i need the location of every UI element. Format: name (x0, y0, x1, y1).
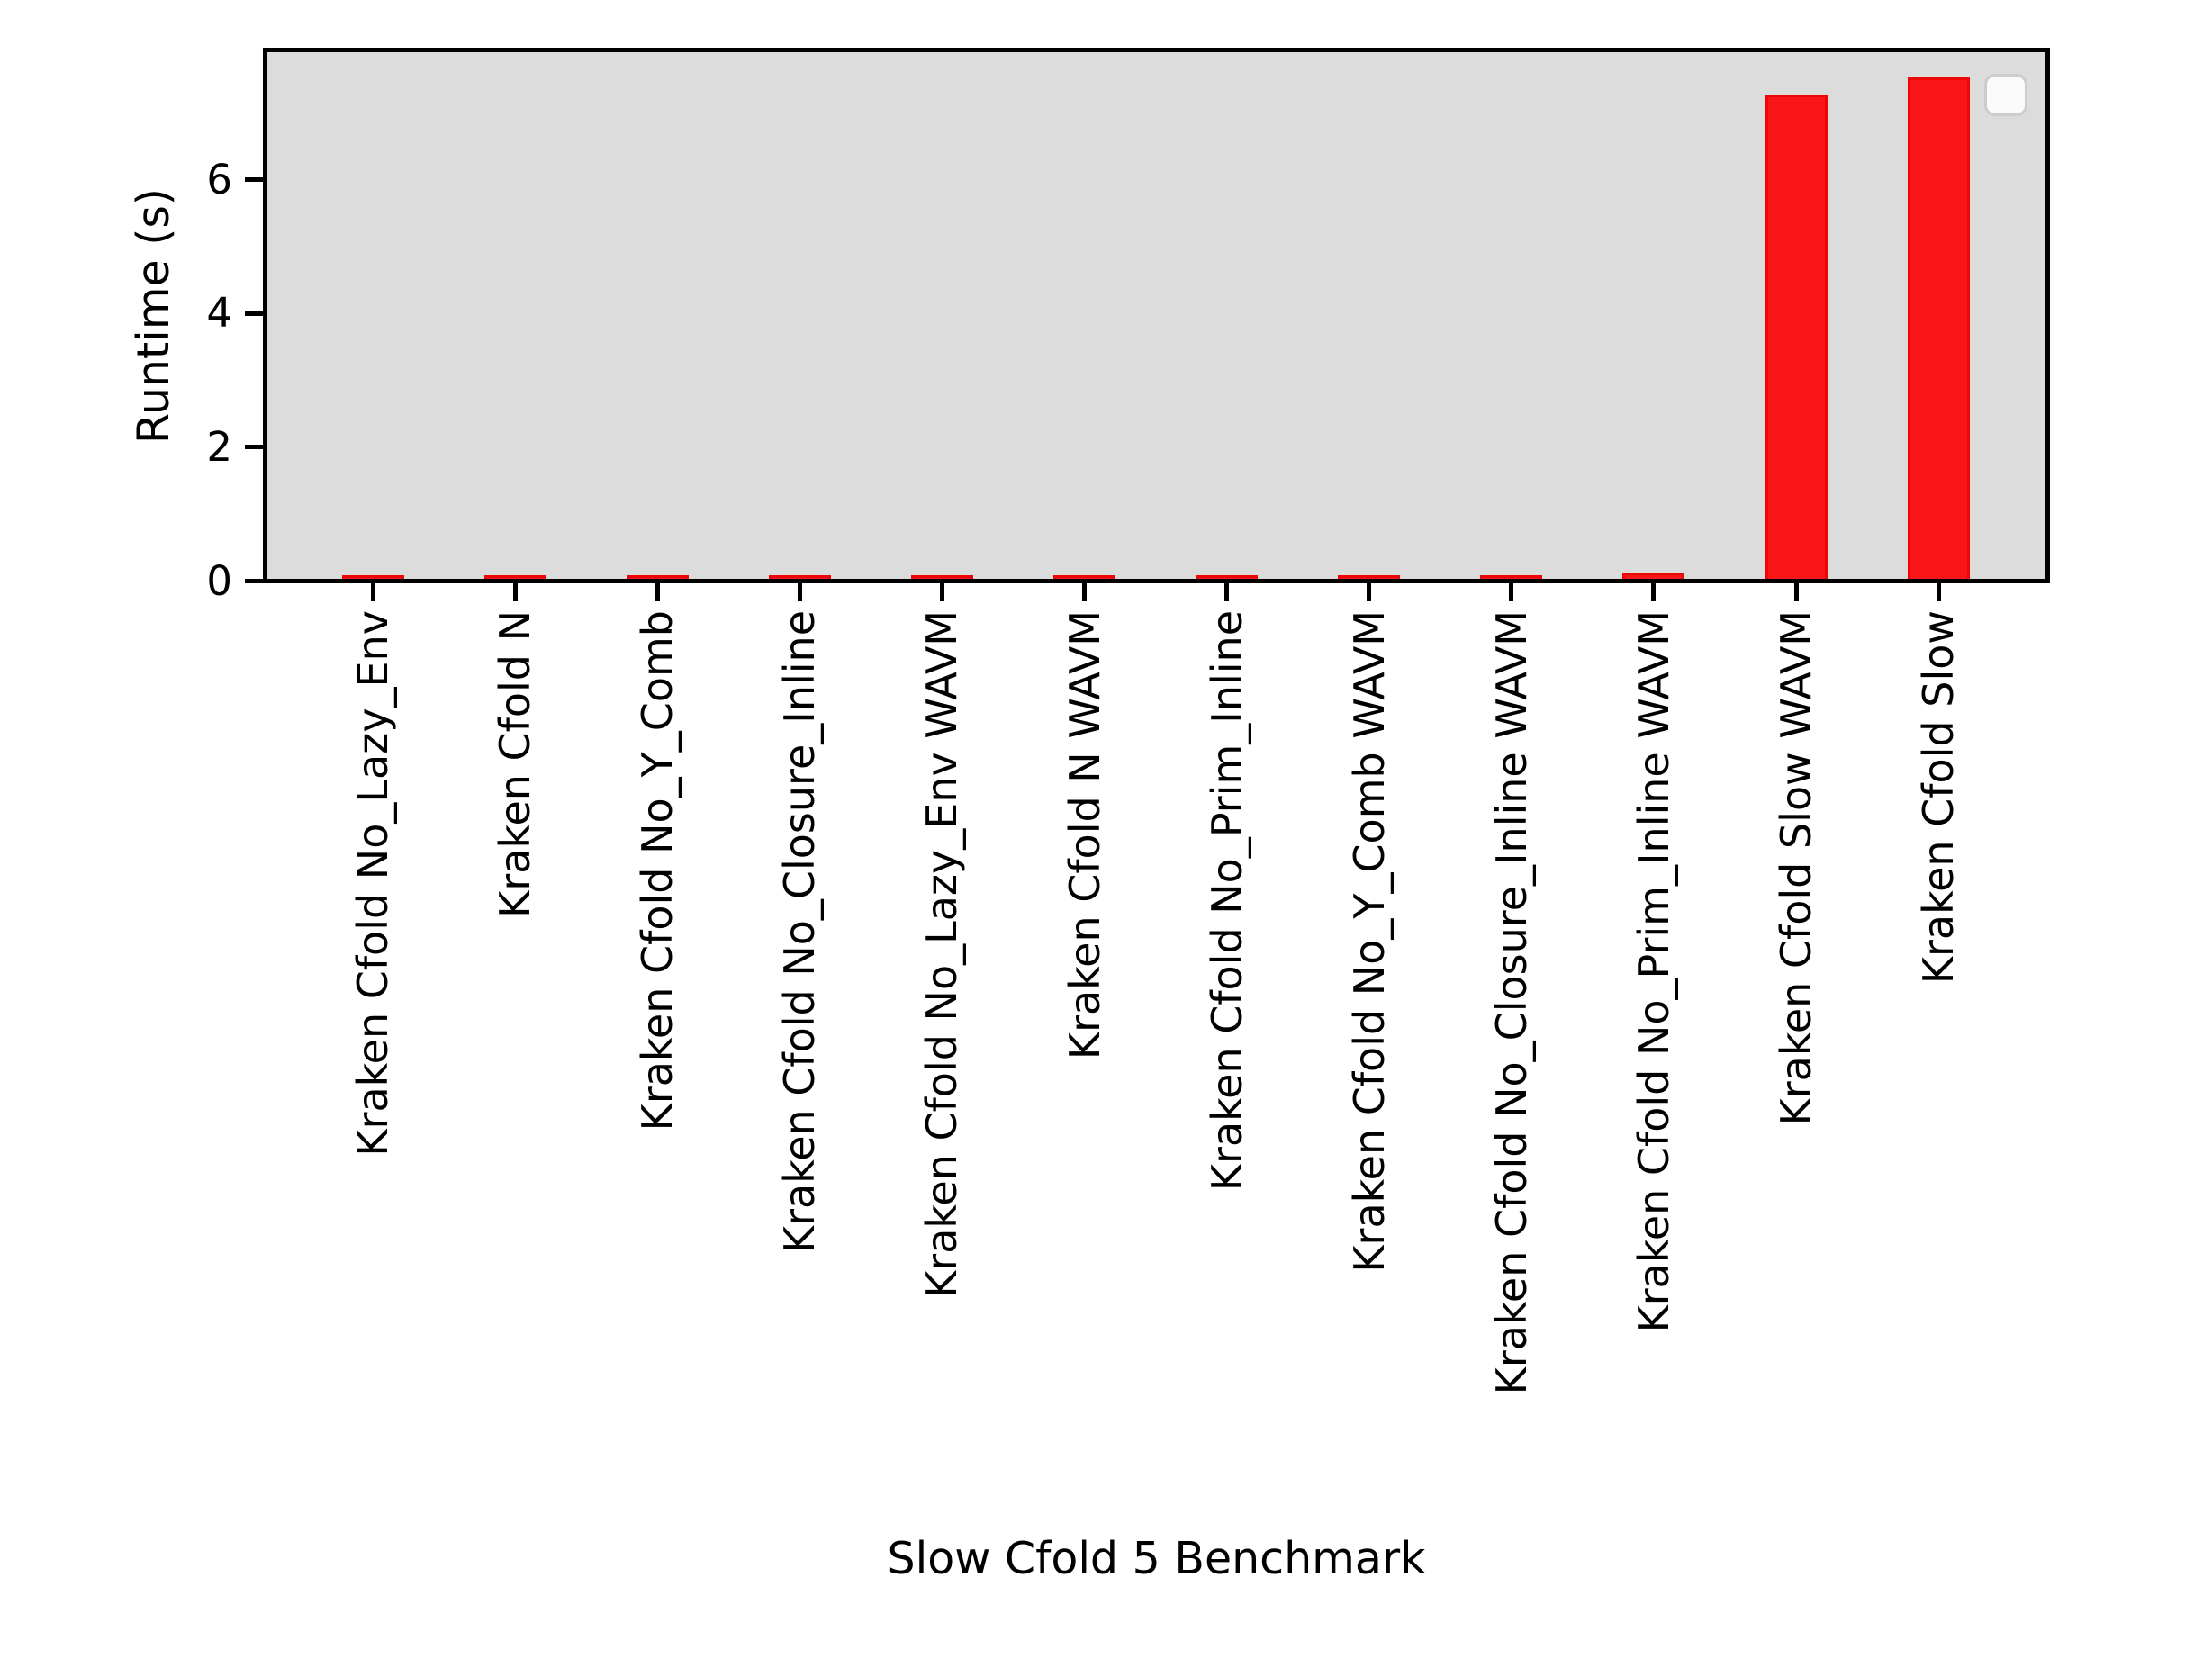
x-tick-label: Kraken Cfold Slow WAVM (1772, 610, 1820, 1126)
bar-6 (1053, 575, 1115, 579)
bar-10 (1622, 573, 1685, 579)
y-tick (245, 177, 263, 182)
x-tick (370, 583, 375, 601)
bar-11 (1765, 95, 1828, 579)
bar-1 (341, 575, 404, 579)
bar-12 (1907, 77, 1970, 579)
x-tick (655, 583, 660, 601)
x-tick-label: Kraken Cfold No_Y_Comb WAVM (1344, 610, 1394, 1273)
bar-9 (1480, 575, 1543, 579)
x-tick-label: Kraken Cfold No_Closure_Inline WAVM (1486, 610, 1536, 1395)
x-tick-label: Kraken Cfold Slow (1914, 610, 1964, 985)
x-tick-label: Kraken Cfold N (491, 610, 540, 918)
y-tick (245, 311, 263, 316)
bar-7 (1196, 575, 1259, 579)
bar-2 (483, 575, 546, 579)
y-tick-label: 4 (206, 289, 232, 338)
x-tick (797, 583, 802, 601)
x-tick-label: Kraken Cfold No_Closure_Inline (775, 610, 825, 1254)
legend-box (1984, 74, 2027, 116)
x-tick (1651, 583, 1657, 601)
x-tick-label: Kraken Cfold No_Y_Comb (633, 610, 682, 1132)
bar-3 (626, 575, 689, 579)
y-tick-label: 6 (206, 155, 232, 203)
x-tick (939, 583, 944, 601)
y-tick (245, 579, 263, 583)
x-tick-label: Kraken Cfold No_Lazy_Env WAVM (917, 610, 967, 1298)
x-tick (1224, 583, 1230, 601)
x-tick-label: Kraken Cfold No_Prim_Inline (1202, 610, 1251, 1192)
x-tick-label: Kraken Cfold No_Prim_Inline WAVM (1629, 610, 1678, 1333)
plot-area (263, 48, 2050, 583)
bar-4 (768, 575, 831, 579)
x-tick-label: Kraken Cfold No_Lazy_Env (348, 610, 397, 1157)
x-tick (1082, 583, 1087, 601)
x-tick (1936, 583, 1941, 601)
y-tick-label: 2 (206, 422, 232, 471)
bar-8 (1338, 575, 1401, 579)
x-tick-label: Kraken Cfold N WAVM (1060, 610, 1109, 1060)
x-tick (1367, 583, 1372, 601)
bar-5 (910, 575, 973, 579)
y-tick-label: 0 (206, 556, 232, 605)
x-tick (512, 583, 518, 601)
x-axis-label: Slow Cfold 5 Benchmark (887, 1533, 1426, 1584)
y-tick (245, 445, 263, 450)
x-tick (1509, 583, 1514, 601)
x-tick (1793, 583, 1799, 601)
